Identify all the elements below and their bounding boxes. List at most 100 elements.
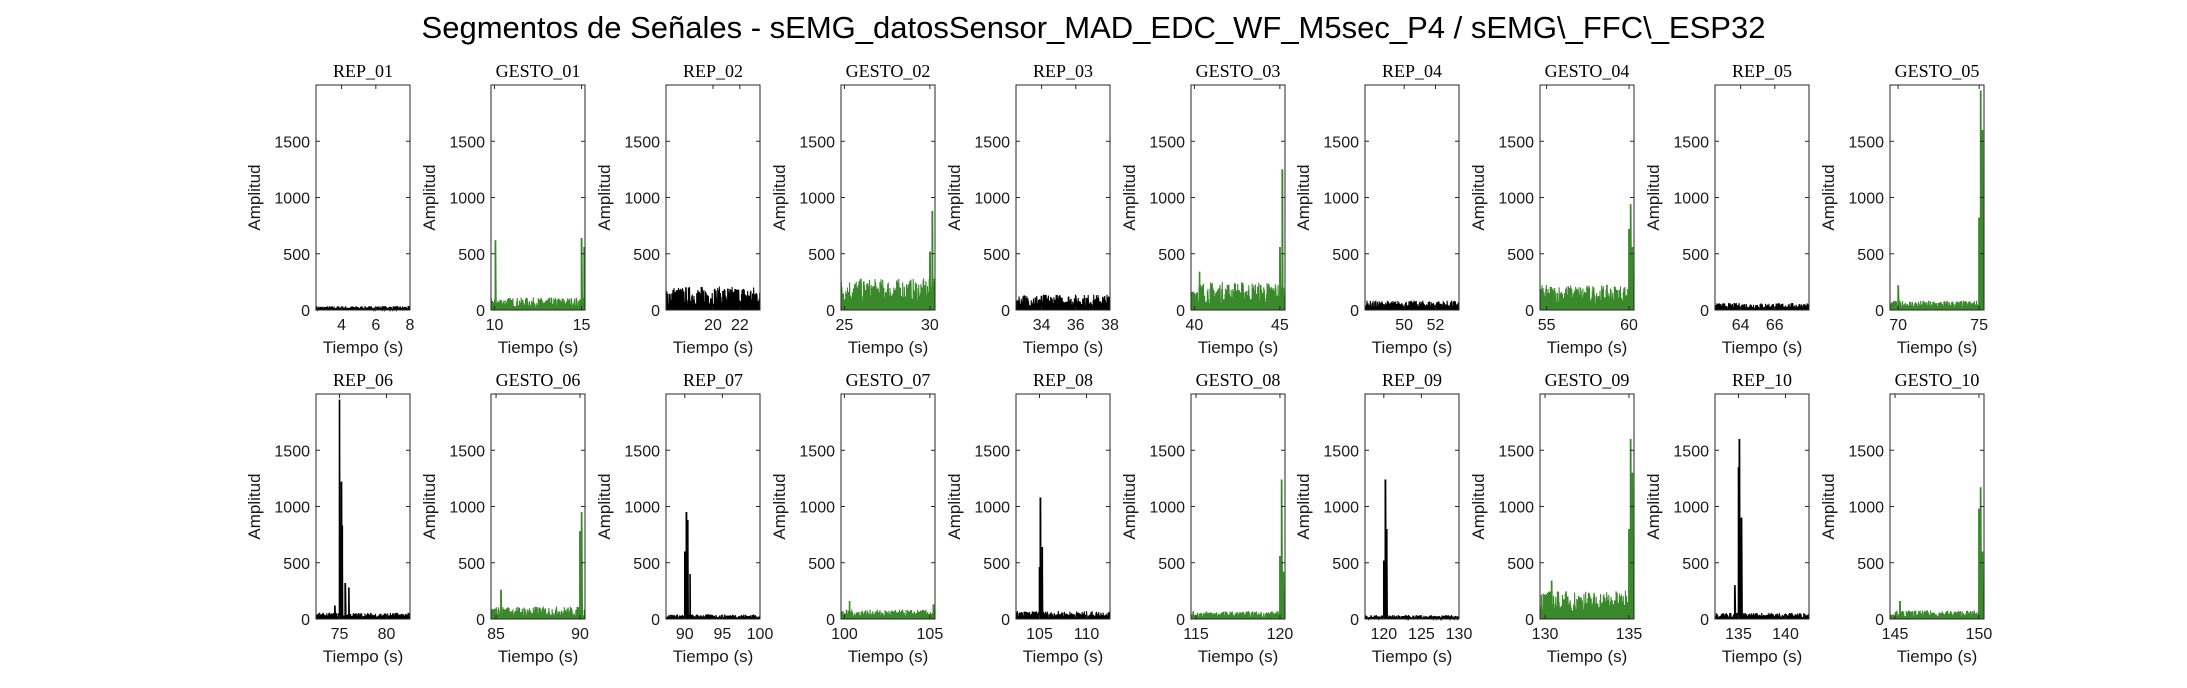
y-tick-label: 500 [1332, 556, 1359, 573]
subplot-title: REP_02 [683, 61, 743, 81]
axes-box [1015, 393, 1111, 620]
x-tick-label: 34 [1033, 317, 1051, 334]
x-tick-label: 38 [1101, 317, 1119, 334]
subplot-gesto-07: 0 500 1000 1500 100 105 Tiempo (s) Amplitud GEST… [770, 370, 943, 666]
y-tick-label: 1500 [974, 134, 1010, 151]
signal-trace [840, 600, 936, 620]
signal-trace [1714, 302, 1810, 311]
subplot-gesto-04: 0 500 1000 1500 55 60 Tiempo (s) Amplitud GESTO_… [1469, 61, 1638, 357]
x-tick-label: 105 [1026, 626, 1053, 643]
subplot-rep-08: 0 500 1000 1500 105 110 Tiempo (s) Amplitud REP_… [945, 370, 1111, 666]
axes-box [840, 84, 936, 311]
x-tick-label: 90 [571, 626, 589, 643]
y-tick-label: 500 [633, 556, 660, 573]
subplot-title: GESTO_03 [1196, 61, 1281, 81]
subplot-title: GESTO_05 [1895, 61, 1980, 81]
x-axis-label: Tiempo (s) [1023, 338, 1104, 357]
y-tick-label: 500 [1507, 556, 1534, 573]
x-axis-label: Tiempo (s) [1722, 338, 1803, 357]
x-axis-label: Tiempo (s) [1722, 647, 1803, 666]
x-tick-label: 120 [1370, 626, 1397, 643]
subplot-title: REP_03 [1033, 61, 1093, 81]
x-tick-label: 105 [917, 626, 944, 643]
signal-trace [1539, 438, 1635, 620]
y-tick-label: 1500 [1149, 134, 1185, 151]
y-tick-label: 0 [1700, 303, 1709, 320]
x-tick-label: 80 [378, 626, 396, 643]
x-tick-label: 135 [1725, 626, 1752, 643]
y-axis-label: Amplitud [595, 164, 614, 230]
signal-trace [1889, 90, 1985, 311]
axes-box [840, 393, 936, 620]
x-tick-label: 60 [1620, 317, 1638, 334]
axes-box [1889, 393, 1985, 620]
y-tick-label: 1500 [1149, 443, 1185, 460]
axes-box [490, 393, 586, 620]
y-tick-label: 1000 [799, 191, 835, 208]
y-tick-label: 500 [283, 247, 310, 264]
x-axis-label: Tiempo (s) [673, 338, 754, 357]
y-tick-label: 500 [458, 556, 485, 573]
y-axis-label: Amplitud [1819, 473, 1838, 539]
x-tick-label: 66 [1766, 317, 1784, 334]
y-axis-label: Amplitud [420, 164, 439, 230]
subplot-gesto-01: 0 500 1000 1500 10 15 Tiempo (s) Amplitud GESTO_… [420, 61, 591, 357]
y-tick-label: 0 [1176, 612, 1185, 629]
y-tick-label: 0 [301, 303, 310, 320]
x-tick-label: 135 [1616, 626, 1643, 643]
y-tick-label: 500 [983, 247, 1010, 264]
y-tick-label: 500 [808, 556, 835, 573]
x-tick-label: 130 [1446, 626, 1473, 643]
y-tick-label: 1000 [1149, 191, 1185, 208]
x-tick-label: 45 [1271, 317, 1289, 334]
x-tick-label: 40 [1186, 317, 1204, 334]
subplot-gesto-02: 0 500 1000 1500 25 30 Tiempo (s) Amplitud GESTO_… [770, 61, 939, 357]
x-tick-label: 75 [331, 626, 349, 643]
y-tick-label: 1500 [624, 134, 660, 151]
x-axis-label: Tiempo (s) [1023, 647, 1104, 666]
signal-trace [1015, 294, 1111, 311]
axes-box [665, 393, 761, 620]
y-tick-label: 1500 [449, 443, 485, 460]
y-tick-label: 500 [1158, 247, 1185, 264]
y-tick-label: 1000 [1323, 191, 1359, 208]
y-tick-label: 0 [1176, 303, 1185, 320]
x-tick-label: 6 [371, 317, 380, 334]
x-axis-label: Tiempo (s) [1547, 647, 1628, 666]
y-tick-label: 0 [651, 612, 660, 629]
x-tick-label: 55 [1538, 317, 1556, 334]
subplot-title: GESTO_07 [846, 370, 931, 390]
signal-trace [1714, 438, 1810, 620]
y-tick-label: 1500 [799, 134, 835, 151]
y-tick-label: 0 [1525, 612, 1534, 629]
y-axis-label: Amplitud [595, 473, 614, 539]
y-tick-label: 0 [1350, 303, 1359, 320]
y-tick-label: 500 [1682, 556, 1709, 573]
x-tick-label: 120 [1267, 626, 1294, 643]
y-tick-label: 1500 [274, 443, 310, 460]
x-tick-label: 36 [1067, 317, 1085, 334]
axes-box [1364, 84, 1460, 311]
subplot-title: REP_09 [1382, 370, 1442, 390]
x-axis-label: Tiempo (s) [1198, 338, 1279, 357]
y-tick-label: 1500 [1323, 134, 1359, 151]
x-tick-label: 85 [487, 626, 505, 643]
subplot-gesto-06: 0 500 1000 1500 85 90 Tiempo (s) Amplitud GESTO_… [420, 370, 589, 666]
subplot-rep-04: 0 500 1000 1500 50 52 Tiempo (s) Amplitud REP_04 [1294, 61, 1460, 357]
subplot-title: REP_07 [683, 370, 743, 390]
y-tick-label: 1000 [1848, 191, 1884, 208]
x-tick-label: 64 [1732, 317, 1750, 334]
y-tick-label: 0 [1525, 303, 1534, 320]
subplot-title: GESTO_02 [846, 61, 931, 81]
y-tick-label: 1000 [1498, 191, 1534, 208]
y-tick-label: 0 [826, 612, 835, 629]
signal-trace [1364, 479, 1460, 622]
axes-box [490, 84, 586, 311]
subplot-gesto-05: 0 500 1000 1500 70 75 Tiempo (s) Amplitud GESTO_… [1819, 61, 1988, 357]
subplot-title: GESTO_04 [1545, 61, 1630, 81]
y-tick-label: 1000 [1673, 191, 1709, 208]
y-tick-label: 1500 [799, 443, 835, 460]
subplot-rep-05: 0 500 1000 1500 64 66 Tiempo (s) Amplitud REP_05 [1644, 61, 1810, 357]
axes-box [1714, 393, 1810, 620]
x-axis-label: Tiempo (s) [848, 338, 929, 357]
